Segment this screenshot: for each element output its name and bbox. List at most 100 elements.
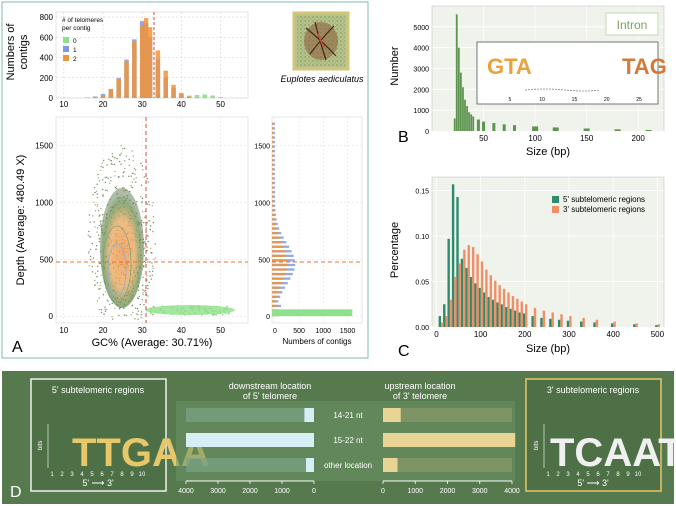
- scatter-x-ticks: 10 20 30 40 50: [59, 326, 225, 335]
- side-bar-2: [272, 195, 274, 198]
- scatter-point: [135, 181, 137, 183]
- subtelo-bar-3prime: [595, 319, 599, 327]
- scatter-point: [150, 225, 152, 227]
- scatter-point: [142, 211, 144, 213]
- scatter-point: [95, 248, 98, 250]
- side-y-tick-label: 1000: [254, 200, 270, 207]
- scatter-point: [98, 288, 100, 290]
- scatter-point: [96, 204, 99, 206]
- telomere-legend: # of telomeres per contig 0 1 2: [62, 17, 104, 63]
- five-prime-position-label: 1: [50, 472, 54, 478]
- gc-y-tick-label: 800: [40, 13, 54, 22]
- scatter-point: [131, 150, 133, 152]
- side-bar-2: [272, 259, 287, 262]
- scatter-point: [141, 197, 144, 200]
- scatter-point: [132, 311, 134, 314]
- subtelo-bar-5prime: [522, 313, 525, 327]
- scatter-point: [109, 303, 111, 306]
- subtelo-bar-3prime: [551, 312, 554, 327]
- scatter-point: [106, 190, 109, 192]
- scatter-point: [141, 165, 144, 167]
- intron-y-ticks: 0 1000 2000 3000 4000 5000: [413, 25, 429, 136]
- intron-bar: [470, 114, 473, 131]
- subtelo-bar-5prime: [447, 238, 450, 327]
- scatter-point: [98, 215, 100, 217]
- scatter-point: [142, 276, 144, 278]
- side-bar-2: [272, 291, 279, 294]
- scatter-point: [107, 158, 110, 160]
- side-bar-0: [272, 309, 353, 317]
- scatter-point: [97, 270, 99, 272]
- scatter-point: [116, 188, 118, 190]
- scatter-point: [96, 231, 98, 233]
- depth-gc-scatter: 0 500 1000 1500 10 20 30 40 50 Depth (Average: …: [15, 116, 249, 349]
- scatter-point: [90, 258, 92, 261]
- scatter-point: [140, 314, 142, 316]
- scatter-point: [102, 194, 104, 196]
- scatter-point: [137, 310, 140, 312]
- subtelo-bar-5prime: [509, 308, 512, 327]
- scatter-point: [109, 182, 111, 184]
- scatter-point: [104, 181, 107, 184]
- scatter-point: [104, 310, 107, 312]
- side-bar-2: [272, 241, 282, 244]
- subtelo-y-tick-label: 0.00: [415, 325, 429, 332]
- subtelo-bar-5prime: [465, 267, 468, 327]
- gc-histogram-bars: [85, 18, 223, 99]
- scatter-point: [101, 162, 104, 164]
- gc-x-tick-label: 30: [138, 100, 147, 109]
- subtelo-bar-3prime: [542, 310, 546, 327]
- three-prime-position-label: 6: [596, 472, 600, 478]
- scatter-point: [93, 221, 95, 223]
- side-bar-2: [272, 231, 279, 235]
- scatter-point: [149, 275, 151, 277]
- five-prime-logo-title: 5' subtelomeric regions: [52, 385, 145, 395]
- gc-x-tick-label: 10: [59, 100, 68, 109]
- scatter-point: [151, 265, 154, 267]
- scatter-point: [152, 221, 154, 224]
- scatter-point: [94, 279, 96, 282]
- scatter-point: [147, 287, 149, 290]
- scatter-y-tick-label: 500: [40, 255, 54, 264]
- scatter-point: [97, 234, 100, 236]
- intron-bar: [614, 129, 621, 131]
- scatter-x-tick-label: 30: [138, 326, 147, 335]
- scatter-point: [149, 228, 151, 231]
- scatter-point: [116, 157, 118, 160]
- scatter-point: [131, 186, 133, 188]
- side-bar-2: [272, 295, 278, 298]
- side-bar-2: [272, 181, 274, 185]
- gc-bar-2: [124, 61, 129, 98]
- upstream-tick-label: 3000: [472, 488, 488, 495]
- scatter-point: [141, 202, 143, 204]
- subtelo-bar-3prime: [533, 307, 537, 327]
- scatter-point: [89, 221, 91, 223]
- scatter-point: [152, 202, 154, 204]
- scatter-point: [138, 295, 140, 298]
- scatter-y-ticks: 0 500 1000 1500: [35, 141, 53, 321]
- subtelo-bar-3prime: [498, 285, 501, 327]
- scatter-point: [94, 204, 97, 206]
- gc-bar-2: [92, 96, 98, 98]
- subtelo-bar-3prime: [494, 280, 497, 327]
- legend-3prime-swatch: [552, 206, 559, 213]
- subtelo-x-tick-label: 200: [518, 330, 532, 339]
- scatter-point: [110, 180, 112, 182]
- intron-y-tick-label: 2000: [413, 87, 429, 94]
- gc-bar-2: [163, 70, 168, 98]
- gc-x-tick-label: 20: [99, 100, 108, 109]
- intron-ylabel: Number: [389, 46, 401, 85]
- scatter-grid: [56, 117, 248, 323]
- subtelo-bar-5prime: [518, 312, 521, 327]
- scatter-xlabel: GC% (Average: 30.71%): [92, 337, 213, 349]
- gc-y-tick-label: 400: [40, 54, 54, 63]
- scatter-point: [91, 242, 94, 245]
- gc-x-tick-label: 40: [177, 100, 186, 109]
- side-y-tick-label: 0: [266, 314, 270, 321]
- side-bar-2: [272, 154, 274, 157]
- scatter-point: [88, 251, 90, 253]
- five-prime-position-label: 5: [90, 472, 94, 478]
- scatter-point: [151, 205, 153, 207]
